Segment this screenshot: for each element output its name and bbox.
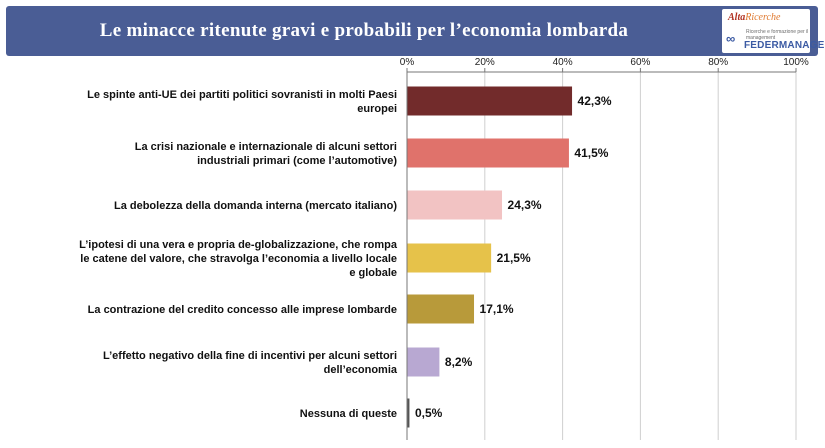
data-label: 17,1% (480, 302, 514, 316)
category-label: L’ipotesi di una vera e propria de-globa… (79, 239, 398, 279)
data-label: 42,3% (578, 94, 612, 108)
x-tick-label: 60% (630, 57, 650, 68)
category-label: L’effetto negativo della fine di incenti… (103, 350, 398, 376)
category-label-line: le catene del valore, che stravolga l’ec… (80, 253, 397, 265)
federmanager-mark-icon: ∞ (726, 31, 736, 46)
x-tick-label: 40% (553, 57, 573, 68)
chart-header: Le minacce ritenute gravi e probabili pe… (6, 6, 825, 56)
data-label: 24,3% (508, 198, 542, 212)
category-label-line: La crisi nazionale e internazionale di a… (135, 141, 397, 153)
category-label-line: Le spinte anti-UE dei partiti politici s… (87, 89, 397, 101)
x-tick-label: 0% (400, 57, 415, 68)
category-label-line: europei (357, 103, 397, 115)
category-label-line: La debolezza della domanda interna (merc… (114, 200, 397, 212)
bar (407, 398, 410, 428)
bar (407, 138, 569, 168)
x-tick-label: 20% (475, 57, 495, 68)
bar (407, 190, 503, 220)
category-label-line: e globale (349, 267, 397, 279)
category-label: La debolezza della domanda interna (merc… (114, 200, 397, 212)
data-label: 8,2% (445, 355, 473, 369)
category-label: La contrazione del credito concesso alle… (88, 304, 397, 316)
category-label-line: dell’economia (324, 364, 398, 376)
category-label: Nessuna di queste (300, 408, 397, 420)
x-tick-label: 80% (708, 57, 728, 68)
chart-title: Le minacce ritenute gravi e probabili pe… (99, 20, 629, 41)
category-label-line: industriali primari (come l’automotive) (197, 155, 397, 167)
category-label-line: Nessuna di queste (300, 408, 397, 420)
bar (407, 347, 440, 377)
data-label: 21,5% (497, 251, 531, 265)
data-label: 41,5% (574, 146, 608, 160)
bar (407, 86, 573, 116)
category-label-line: L’effetto negativo della fine di incenti… (103, 350, 397, 362)
category-label-line: L’ipotesi di una vera e propria de-globa… (79, 239, 398, 251)
logo-federmanager-text: FEDERMANAGER (744, 40, 825, 51)
bar (407, 243, 492, 273)
category-label-line: La contrazione del credito concesso alle… (88, 304, 397, 316)
data-label: 0,5% (415, 406, 443, 420)
category-label: La crisi nazionale e internazionale di a… (135, 141, 398, 167)
x-tick-label: 100% (783, 57, 809, 68)
logo-small-text: Ricerche e formazione per il management (746, 29, 809, 41)
category-label: Le spinte anti-UE dei partiti politici s… (87, 89, 397, 115)
bar (407, 294, 475, 324)
logo-altaricerche-text: AltaRicerche (728, 12, 781, 23)
logo: AltaRicerche ∞ Ricerche e formazione per… (722, 9, 825, 53)
